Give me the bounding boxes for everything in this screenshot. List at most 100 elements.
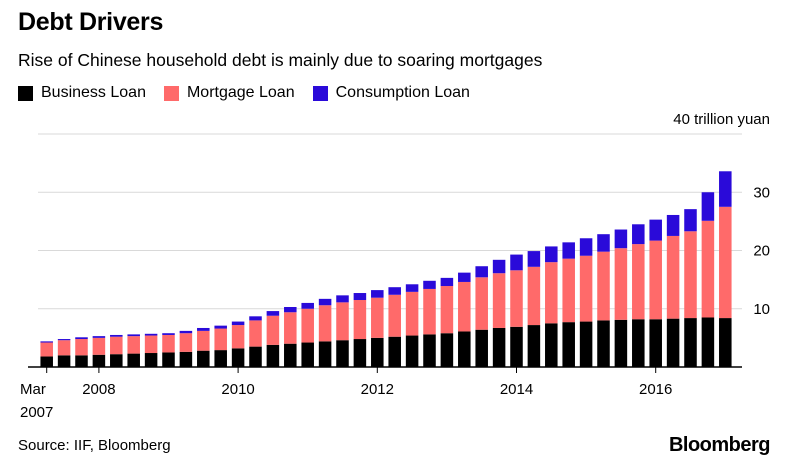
bar-mortgage-2014Q4 bbox=[579, 255, 593, 322]
legend-label-business: Business Loan bbox=[41, 84, 146, 101]
bar-business-2015Q4 bbox=[649, 319, 662, 367]
bar-consumption-2009Q2 bbox=[197, 327, 210, 331]
legend: Business Loan Mortgage Loan Consumption … bbox=[18, 84, 488, 102]
bar-business-2011Q2 bbox=[336, 340, 349, 367]
x-tick-label-2012: 2012 bbox=[361, 381, 394, 398]
y-unit-label: 40 trillion yuan bbox=[673, 111, 770, 128]
bar-mortgage-2014Q3 bbox=[562, 258, 575, 323]
bar-consumption-2011Q4 bbox=[371, 290, 384, 298]
bar-business-2010Q3 bbox=[284, 343, 297, 367]
bar-business-2007Q4 bbox=[92, 354, 106, 367]
bar-business-2014Q4 bbox=[579, 321, 593, 367]
tick-labels: 10 20 30 40 trillion yuan Mar 2007 2008 2010 201… bbox=[20, 111, 770, 421]
bar-consumption-2013Q1 bbox=[458, 272, 471, 282]
bar-business-2015Q1 bbox=[597, 320, 610, 367]
bar-consumption-2011Q3 bbox=[353, 293, 367, 301]
bar-mortgage-2010Q1 bbox=[249, 320, 262, 347]
bar-business-2013Q1 bbox=[458, 331, 471, 367]
legend-item-business: Business Loan bbox=[18, 84, 146, 102]
y-tick-label-10: 10 bbox=[753, 301, 770, 318]
bar-mortgage-2016Q4 bbox=[719, 206, 732, 319]
bar-mortgage-2011Q3 bbox=[353, 300, 367, 340]
bar-business-2015Q2 bbox=[614, 319, 628, 367]
bar-mortgage-2007Q3 bbox=[75, 339, 88, 356]
bar-mortgage-2013Q4 bbox=[510, 270, 523, 327]
bar-business-2011Q4 bbox=[371, 337, 384, 367]
bar-consumption-2007Q3 bbox=[75, 337, 88, 340]
legend-swatch-business bbox=[18, 85, 33, 101]
legend-swatch-mortgage bbox=[163, 85, 179, 101]
x-tick-label-2016: 2016 bbox=[639, 381, 672, 398]
bar-consumption-2014Q2 bbox=[545, 246, 558, 263]
bar-business-2014Q2 bbox=[545, 323, 558, 367]
legend-item-mortgage: Mortgage Loan bbox=[163, 84, 295, 102]
source-note: Source: IIF, Bloomberg bbox=[18, 437, 171, 454]
bar-consumption-2014Q4 bbox=[579, 238, 593, 256]
bar-mortgage-2013Q1 bbox=[458, 281, 471, 332]
bar-mortgage-2016Q1 bbox=[666, 235, 680, 319]
bar-business-2007Q1 bbox=[40, 356, 53, 367]
bar-business-2014Q1 bbox=[527, 325, 541, 367]
bar-consumption-2013Q2 bbox=[475, 266, 488, 278]
bar-consumption-2016Q1 bbox=[666, 214, 680, 236]
bar-business-2009Q1 bbox=[179, 351, 193, 367]
bar-consumption-2007Q2 bbox=[57, 339, 71, 341]
bar-consumption-2015Q2 bbox=[614, 229, 628, 249]
bar-mortgage-2008Q4 bbox=[162, 334, 175, 353]
bar-mortgage-2012Q2 bbox=[405, 291, 419, 336]
bar-business-2016Q1 bbox=[666, 318, 680, 367]
bar-consumption-2012Q2 bbox=[405, 284, 419, 292]
bar-mortgage-2012Q4 bbox=[440, 286, 454, 334]
bar-business-2016Q2 bbox=[684, 318, 697, 367]
bar-mortgage-2012Q1 bbox=[388, 294, 401, 337]
bar-mortgage-2016Q2 bbox=[684, 231, 697, 319]
bar-mortgage-2015Q3 bbox=[632, 244, 645, 320]
bar-consumption-2012Q1 bbox=[388, 287, 401, 295]
bar-consumption-2014Q1 bbox=[527, 251, 541, 267]
bar-mortgage-2012Q3 bbox=[423, 288, 436, 335]
bar-mortgage-2007Q2 bbox=[57, 340, 71, 356]
x-tick-label2-2007: 2007 bbox=[20, 404, 53, 421]
bar-business-2008Q4 bbox=[162, 352, 175, 367]
bar-mortgage-2013Q3 bbox=[492, 273, 506, 328]
bar-mortgage-2015Q4 bbox=[649, 240, 662, 320]
bar-business-2013Q4 bbox=[510, 326, 523, 367]
bar-business-2008Q1 bbox=[110, 354, 123, 367]
bar-consumption-2008Q2 bbox=[127, 334, 140, 337]
bar-business-2009Q4 bbox=[231, 348, 245, 367]
bar-consumption-2011Q1 bbox=[318, 298, 332, 306]
legend-label-consumption: Consumption Loan bbox=[335, 84, 470, 101]
bar-business-2009Q3 bbox=[214, 350, 227, 367]
bar-business-2008Q3 bbox=[144, 353, 158, 367]
bar-consumption-2008Q3 bbox=[144, 333, 158, 336]
bar-mortgage-2011Q4 bbox=[371, 297, 384, 338]
bar-consumption-2013Q4 bbox=[510, 254, 523, 271]
bar-mortgage-2008Q1 bbox=[110, 336, 123, 355]
bar-consumption-2014Q3 bbox=[562, 242, 575, 259]
bar-consumption-2012Q3 bbox=[423, 280, 436, 289]
bar-business-2007Q2 bbox=[57, 355, 71, 367]
bar-consumption-2009Q1 bbox=[179, 330, 193, 334]
bar-business-2013Q2 bbox=[475, 329, 488, 367]
bar-mortgage-2008Q3 bbox=[144, 335, 158, 354]
bar-consumption-2016Q3 bbox=[701, 192, 715, 221]
bar-consumption-2016Q2 bbox=[684, 209, 697, 232]
bar-mortgage-2011Q1 bbox=[318, 305, 332, 342]
bar-mortgage-2010Q2 bbox=[266, 315, 280, 345]
bar-consumption-2015Q1 bbox=[597, 234, 610, 252]
bar-consumption-2010Q4 bbox=[301, 302, 314, 309]
bar-mortgage-2009Q2 bbox=[197, 330, 210, 351]
bar-mortgage-2007Q4 bbox=[92, 337, 106, 355]
bar-consumption-2013Q3 bbox=[492, 259, 506, 274]
bar-consumption-2008Q1 bbox=[110, 334, 123, 337]
legend-item-consumption: Consumption Loan bbox=[312, 84, 470, 102]
x-tick-label-Mar: Mar bbox=[20, 381, 46, 398]
chart-subtitle: Rise of Chinese household debt is mainly… bbox=[18, 50, 543, 70]
bar-business-2015Q3 bbox=[632, 319, 645, 367]
bar-business-2012Q1 bbox=[388, 336, 401, 367]
bar-consumption-2012Q4 bbox=[440, 277, 454, 287]
bar-mortgage-2015Q1 bbox=[597, 251, 610, 321]
bar-mortgage-2009Q1 bbox=[179, 333, 193, 352]
bar-consumption-2010Q3 bbox=[284, 307, 297, 313]
brand-logo: Bloomberg bbox=[668, 434, 771, 456]
